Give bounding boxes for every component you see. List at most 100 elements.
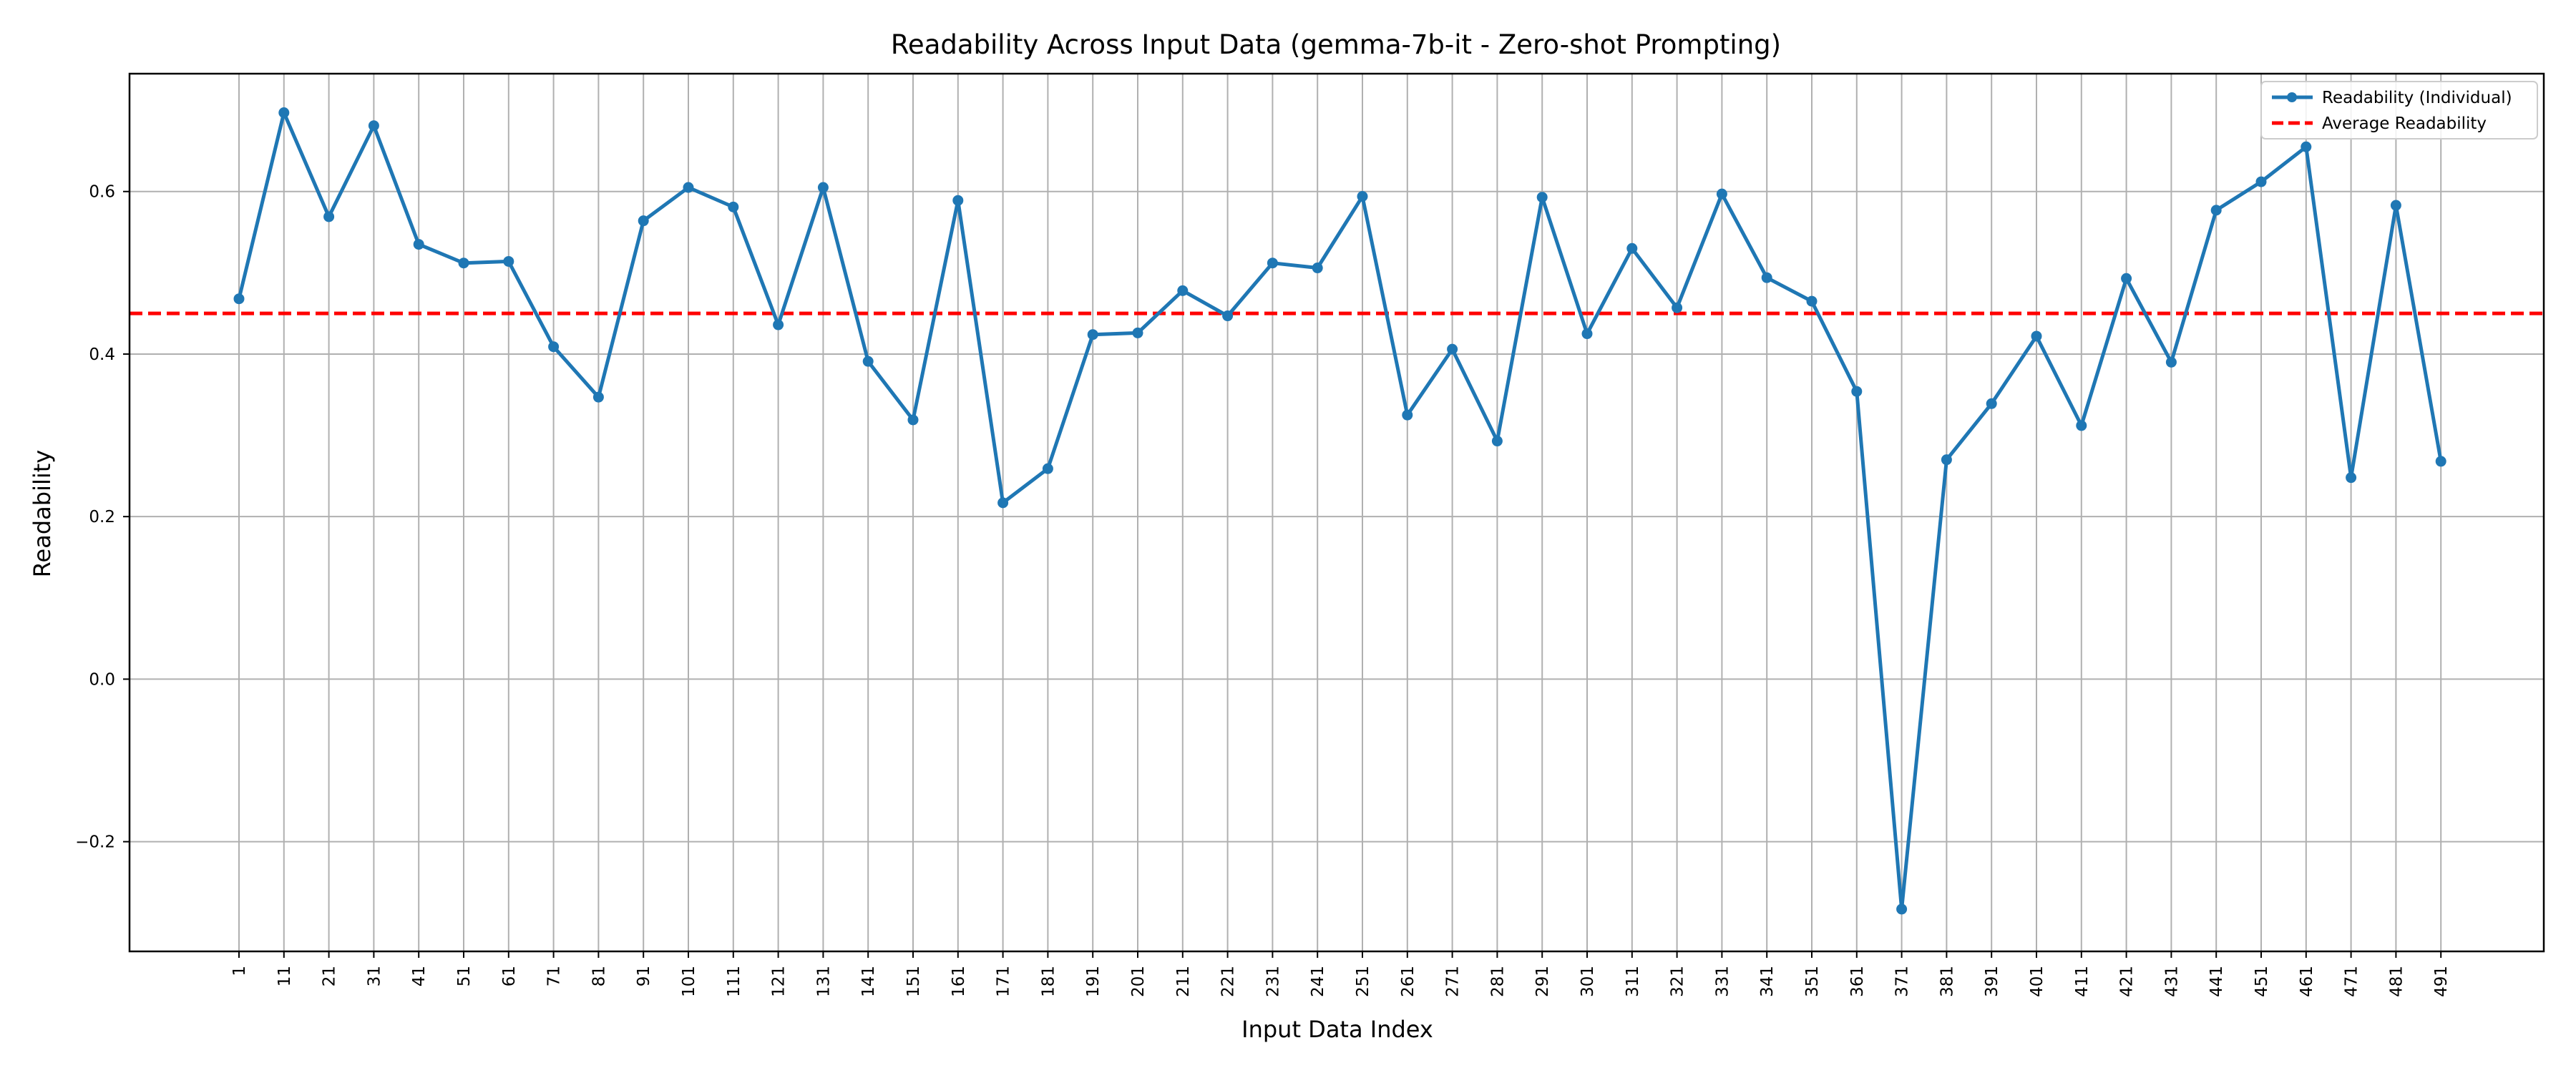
data-point xyxy=(1941,454,1952,466)
y-tick-label: 0.6 xyxy=(89,183,115,202)
x-tick-label: 491 xyxy=(2432,966,2451,997)
data-point xyxy=(1042,463,1053,474)
data-point xyxy=(1447,343,1458,355)
data-point xyxy=(1087,329,1098,340)
data-point xyxy=(728,201,739,212)
y-tick-label: 0.2 xyxy=(89,508,115,526)
x-tick-label: 481 xyxy=(2387,966,2406,997)
x-tick-label: 51 xyxy=(455,966,474,986)
x-tick-label: 271 xyxy=(1444,966,1463,997)
data-point xyxy=(592,391,604,403)
x-tick-label: 141 xyxy=(859,966,878,997)
x-tick-label: 1 xyxy=(230,966,249,976)
x-tick-label: 241 xyxy=(1309,966,1327,997)
data-point xyxy=(1536,192,1548,203)
data-point xyxy=(2210,205,2222,216)
x-axis-label: Input Data Index xyxy=(1241,1016,1433,1043)
data-point xyxy=(1132,327,1143,338)
data-point xyxy=(683,182,694,193)
data-point xyxy=(323,211,335,222)
data-point xyxy=(503,255,514,267)
x-tick-label: 341 xyxy=(1758,966,1777,997)
x-tick-label: 191 xyxy=(1084,966,1103,997)
x-tick-label: 151 xyxy=(904,966,923,997)
x-tick-label: 371 xyxy=(1893,966,1912,997)
data-point xyxy=(907,414,919,426)
x-tick-label: 201 xyxy=(1129,966,1148,997)
data-point xyxy=(1896,903,1908,915)
legend: Readability (Individual) Average Readabi… xyxy=(2260,81,2538,139)
data-point xyxy=(1626,242,1638,254)
data-point xyxy=(1312,263,1323,274)
x-tick-label: 291 xyxy=(1533,966,1552,997)
x-tick-label: 261 xyxy=(1399,966,1418,997)
data-point xyxy=(1222,310,1234,322)
data-point xyxy=(2121,273,2132,284)
x-tick-label: 31 xyxy=(365,966,384,986)
series-line xyxy=(237,111,2443,911)
data-point xyxy=(817,182,829,193)
y-axis-label: Readability xyxy=(29,450,56,577)
x-tick-label: 111 xyxy=(725,966,743,997)
data-point xyxy=(1761,272,1772,283)
y-gridlines xyxy=(130,190,2544,843)
x-tick-label: 91 xyxy=(635,966,653,986)
data-point xyxy=(1267,258,1278,269)
x-tick-label: 311 xyxy=(1624,966,1642,997)
y-tick-label: 0.4 xyxy=(89,346,115,364)
x-tick-label: 101 xyxy=(680,966,698,997)
plot-frame xyxy=(128,72,2545,953)
data-point xyxy=(2346,472,2357,484)
x-tick-label: 81 xyxy=(590,966,608,986)
x-tick-label: 331 xyxy=(1713,966,1732,997)
data-point xyxy=(2255,176,2267,187)
x-tick-label: 211 xyxy=(1174,966,1193,997)
x-tick-label: 121 xyxy=(770,966,789,997)
legend-series-label: Readability (Individual) xyxy=(2322,89,2512,107)
x-tick-label: 11 xyxy=(275,966,294,986)
x-tick-label: 361 xyxy=(1848,966,1867,997)
x-tick-label: 441 xyxy=(2207,966,2226,997)
x-tick-label: 431 xyxy=(2162,966,2181,997)
x-tick-label: 301 xyxy=(1579,966,1597,997)
data-point xyxy=(952,195,964,206)
x-tick-label: 411 xyxy=(2073,966,2092,997)
y-tick-label: 0.0 xyxy=(89,670,115,689)
data-point xyxy=(1851,386,1863,397)
data-point xyxy=(458,258,469,269)
x-tick-label: 401 xyxy=(2028,966,2046,997)
data-point xyxy=(638,215,649,227)
data-point xyxy=(233,293,245,305)
data-point xyxy=(773,319,784,330)
x-tick-label: 171 xyxy=(995,966,1013,997)
data-point xyxy=(862,356,874,367)
data-point xyxy=(2031,330,2042,342)
x-tick-label: 351 xyxy=(1803,966,1822,997)
data-point xyxy=(997,497,1009,509)
data-point xyxy=(1672,302,1683,313)
data-point xyxy=(1491,436,1503,447)
x-tick-label: 221 xyxy=(1219,966,1238,997)
data-point xyxy=(2301,141,2312,152)
data-point xyxy=(1986,398,1997,409)
x-tick-label: 231 xyxy=(1264,966,1282,997)
chart-title: Readability Across Input Data (gemma-7b-… xyxy=(891,29,1781,60)
data-point xyxy=(1177,285,1189,296)
x-tick-label: 471 xyxy=(2343,966,2361,997)
data-point xyxy=(368,120,379,132)
x-tick-label: 451 xyxy=(2253,966,2271,997)
data-point xyxy=(2165,356,2177,368)
x-tick-label: 251 xyxy=(1354,966,1372,997)
data-point xyxy=(2390,200,2401,211)
x-tick-label: 161 xyxy=(950,966,968,997)
data-point xyxy=(2435,456,2446,467)
data-point xyxy=(2076,420,2087,431)
data-point xyxy=(548,341,560,353)
x-axis-ticks: 1 11 21 31 41 51 61 71 81 91 101 111 121 131 141 151 161… xyxy=(230,951,2451,997)
x-tick-label: 131 xyxy=(814,966,833,997)
data-point xyxy=(413,239,424,250)
x-tick-label: 281 xyxy=(1488,966,1507,997)
x-tick-label: 21 xyxy=(321,966,339,986)
